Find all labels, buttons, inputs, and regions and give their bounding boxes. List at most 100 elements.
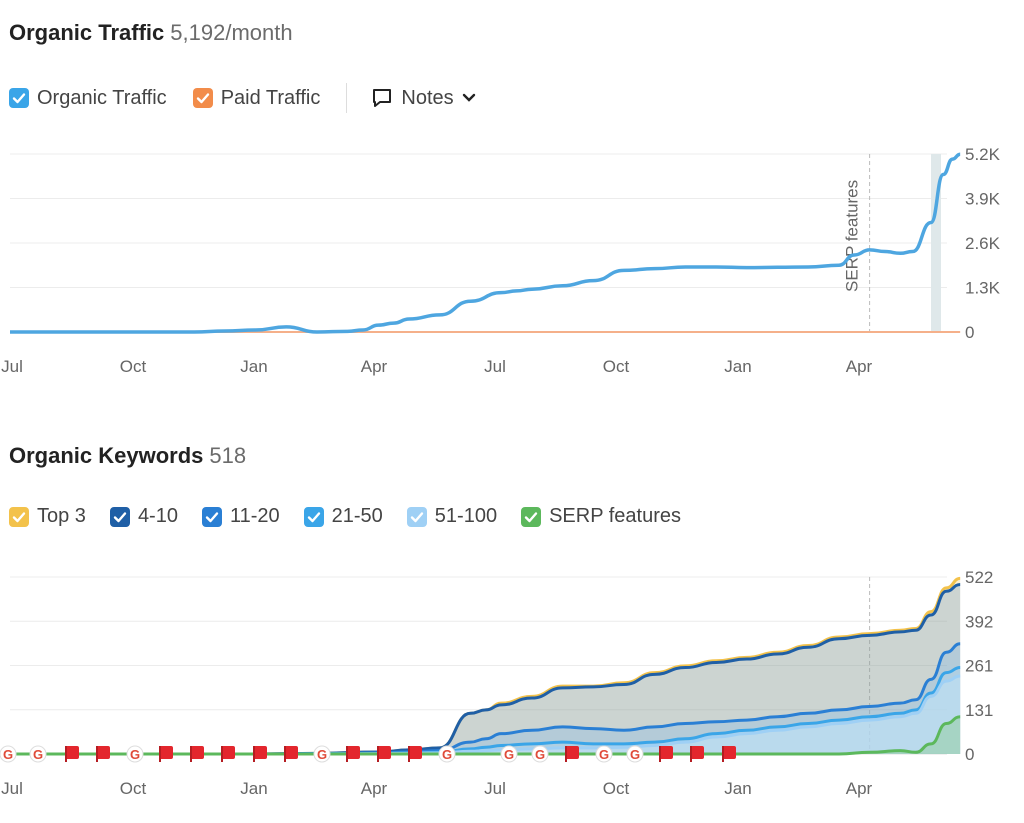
x-tick-label: Oct bbox=[603, 357, 630, 376]
keywords-title-row: Organic Keywords 518 bbox=[9, 443, 246, 469]
flag-icon[interactable] bbox=[346, 746, 360, 762]
traffic-subtitle: 5,192/month bbox=[170, 20, 293, 45]
legend-organic-traffic[interactable]: Organic Traffic bbox=[9, 87, 167, 110]
keywords-legend: Top 3 4-10 11-20 21-50 51-100 SERP features bbox=[9, 505, 705, 528]
legend-label: 11-20 bbox=[229, 505, 280, 527]
svg-text:G: G bbox=[33, 747, 43, 762]
y-tick-label: 131 bbox=[965, 701, 993, 720]
y-tick-label: 2.6K bbox=[965, 234, 1001, 253]
x-tick-label: Oct bbox=[120, 357, 147, 376]
legend-label: SERP features bbox=[549, 505, 682, 527]
series-area-4-10 bbox=[10, 584, 961, 754]
keywords-subtitle: 518 bbox=[209, 443, 247, 468]
flag-icon[interactable] bbox=[408, 746, 422, 762]
y-tick-label: 0 bbox=[965, 745, 974, 764]
x-tick-label: Jul bbox=[484, 357, 506, 376]
google-update-icon[interactable]: G bbox=[0, 745, 17, 763]
y-tick-label: 392 bbox=[965, 612, 993, 631]
traffic-title: Organic Traffic bbox=[9, 20, 165, 45]
flag-icon[interactable] bbox=[190, 746, 204, 762]
series-line-organic-traffic[interactable] bbox=[9, 152, 961, 334]
y-tick-label: 3.9K bbox=[965, 190, 1001, 209]
flag-icon[interactable] bbox=[253, 746, 267, 762]
flag-icon[interactable] bbox=[377, 746, 391, 762]
checkbox-checked-icon[interactable] bbox=[192, 88, 213, 108]
legend-serp-features[interactable]: SERP features bbox=[521, 505, 681, 528]
flag-icon[interactable] bbox=[565, 746, 579, 762]
google-update-icon[interactable]: G bbox=[531, 745, 549, 763]
legend-label: 21-50 bbox=[331, 505, 383, 527]
x-tick-label: Oct bbox=[603, 779, 630, 798]
svg-text:G: G bbox=[599, 747, 609, 762]
google-update-icon[interactable]: G bbox=[313, 745, 331, 763]
svg-text:G: G bbox=[130, 747, 140, 762]
google-update-icon[interactable]: G bbox=[595, 745, 613, 763]
svg-text:G: G bbox=[535, 747, 545, 762]
x-tick-label: Apr bbox=[361, 357, 388, 376]
keywords-title: Organic Keywords bbox=[9, 443, 204, 468]
flag-icon[interactable] bbox=[659, 746, 673, 762]
x-tick-label: Apr bbox=[361, 779, 388, 798]
svg-text:G: G bbox=[504, 747, 514, 762]
traffic-legend: Organic Traffic Paid Traffic Notes bbox=[9, 83, 484, 113]
y-tick-label: 0 bbox=[965, 323, 974, 342]
flag-icon[interactable] bbox=[284, 746, 298, 762]
google-update-icon[interactable]: G bbox=[438, 745, 456, 763]
y-tick-label: 522 bbox=[965, 568, 993, 587]
legend-label: 4-10 bbox=[137, 505, 178, 527]
legend-label: Organic Traffic bbox=[37, 86, 167, 109]
organic-traffic-chart: 0 1.3K 2.6K 3.9K 5.2K Jul Oct Jan Apr Jul Oct Jan Ap… bbox=[1, 145, 1001, 376]
google-update-icon[interactable]: G bbox=[626, 745, 644, 763]
svg-text:G: G bbox=[442, 747, 452, 762]
series-area-51-100 bbox=[10, 676, 961, 754]
legend-top-3[interactable]: Top 3 bbox=[9, 505, 86, 528]
current-period-band bbox=[931, 154, 941, 332]
x-tick-label: Jul bbox=[1, 779, 23, 798]
checkbox-checked-icon[interactable] bbox=[9, 88, 29, 108]
notes-dropdown[interactable]: Notes bbox=[371, 87, 483, 110]
checkbox-checked-icon[interactable] bbox=[109, 506, 130, 527]
checkbox-checked-icon[interactable] bbox=[303, 506, 324, 527]
series-area-21-50 bbox=[10, 667, 961, 754]
annotation-label: SERP features bbox=[843, 180, 862, 292]
x-tick-label: Jul bbox=[484, 779, 506, 798]
notes-label: Notes bbox=[401, 86, 454, 109]
google-update-icon[interactable]: G bbox=[500, 745, 518, 763]
x-tick-label: Jan bbox=[724, 357, 751, 376]
x-tick-label: Jan bbox=[240, 357, 267, 376]
svg-text:G: G bbox=[3, 747, 13, 762]
x-tick-label: Jan bbox=[724, 779, 751, 798]
legend-label: Top 3 bbox=[37, 505, 86, 527]
notes-icon bbox=[373, 89, 392, 107]
chevron-down-icon bbox=[462, 93, 475, 102]
flag-icon[interactable] bbox=[722, 746, 736, 762]
legend-divider bbox=[346, 83, 348, 113]
series-area-11-20 bbox=[10, 643, 961, 754]
organic-keywords-chart: 0 131 261 392 522 Jul Oct Jan Apr Jul Oct Jan Apr G G G… bbox=[0, 568, 993, 798]
x-tick-label: Jul bbox=[1, 357, 23, 376]
google-update-icon[interactable]: G bbox=[29, 745, 47, 763]
x-tick-label: Jan bbox=[240, 779, 267, 798]
checkbox-checked-icon[interactable] bbox=[406, 506, 427, 527]
flag-icon[interactable] bbox=[159, 746, 173, 762]
y-tick-label: 261 bbox=[965, 657, 993, 676]
checkbox-checked-icon[interactable] bbox=[521, 506, 542, 527]
y-tick-label: 1.3K bbox=[965, 279, 1001, 298]
svg-text:G: G bbox=[630, 747, 640, 762]
google-update-icon[interactable]: G bbox=[126, 745, 144, 763]
traffic-title-row: Organic Traffic 5,192/month bbox=[9, 20, 293, 46]
checkbox-checked-icon[interactable] bbox=[9, 506, 29, 527]
series-area-top-3 bbox=[10, 578, 961, 754]
flag-icon[interactable] bbox=[221, 746, 235, 762]
flag-icon[interactable] bbox=[96, 746, 110, 762]
x-tick-label: Apr bbox=[846, 779, 873, 798]
legend-4-10[interactable]: 4-10 bbox=[109, 505, 178, 528]
legend-21-50[interactable]: 21-50 bbox=[303, 505, 383, 528]
flag-icon[interactable] bbox=[65, 746, 79, 762]
checkbox-checked-icon[interactable] bbox=[201, 506, 222, 527]
legend-paid-traffic[interactable]: Paid Traffic bbox=[192, 87, 320, 110]
x-tick-label: Oct bbox=[120, 779, 147, 798]
legend-51-100[interactable]: 51-100 bbox=[406, 505, 497, 528]
legend-11-20[interactable]: 11-20 bbox=[201, 505, 280, 528]
flag-icon[interactable] bbox=[690, 746, 704, 762]
